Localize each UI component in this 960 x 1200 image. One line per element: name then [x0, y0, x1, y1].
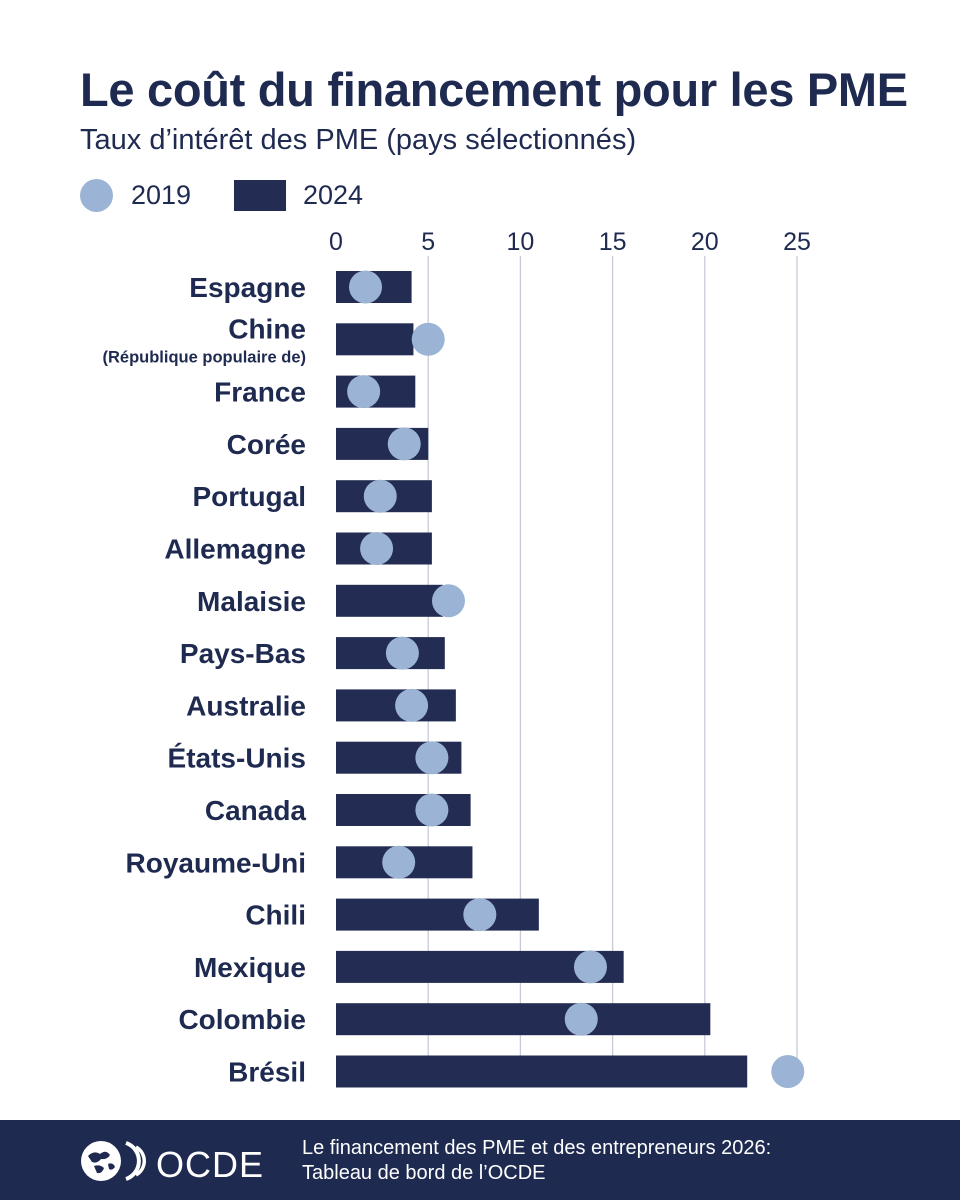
source-note: Le financement des PME et des entreprene… — [302, 1136, 771, 1186]
bar-2024 — [336, 1055, 748, 1088]
dots-2019 — [347, 270, 805, 1088]
dot-2019 — [385, 636, 419, 670]
dot-2019 — [431, 584, 465, 618]
dot-2019 — [347, 375, 381, 409]
bar-2024 — [336, 1003, 711, 1036]
category-label: Brésil — [228, 1057, 306, 1088]
legend-2024-label: 2024 — [303, 180, 364, 210]
category-sublabel: (République populaire de) — [102, 348, 306, 366]
dot-2019 — [573, 950, 607, 984]
x-axis-ticks: 0 5 10 15 20 25 — [329, 228, 811, 256]
source-line-2: Tableau de bord de l’OCDE — [302, 1162, 546, 1184]
dot-2019 — [360, 532, 394, 565]
category-label: France — [214, 377, 306, 408]
x-tick-label: 20 — [691, 228, 719, 256]
dot-2019 — [395, 688, 429, 722]
category-labels: Espagne Chine (République populaire de) Fra… — [102, 272, 306, 1088]
bar-2024 — [336, 898, 539, 931]
x-tick-label: 0 — [329, 228, 343, 256]
category-label: Australie — [186, 690, 306, 721]
chart-subtitle: Taux d’intérêt des PME (pays sélectionné… — [80, 124, 637, 156]
category-label: États-Unis — [168, 743, 306, 774]
dot-2019 — [382, 845, 416, 879]
category-label: Portugal — [192, 481, 306, 512]
dot-2019 — [411, 322, 445, 356]
legend-2024-swatch — [234, 180, 286, 211]
category-label: Mexique — [194, 952, 306, 983]
source-line-1: Le financement des PME et des entreprene… — [302, 1137, 772, 1159]
category-label: Pays-Bas — [180, 638, 306, 669]
oecd-logo[interactable]: OCDE — [80, 1140, 263, 1185]
dot-2019 — [564, 1002, 598, 1036]
dot-2019 — [387, 427, 421, 461]
x-tick-label: 10 — [506, 228, 534, 256]
dot-2019 — [363, 479, 397, 513]
gridlines — [427, 256, 798, 1085]
chart-title: Le coût du financement pour les PME — [80, 63, 908, 116]
category-label: Royaume-Uni — [126, 847, 306, 878]
globe-icon — [81, 1141, 146, 1181]
legend-2019-label: 2019 — [131, 180, 192, 210]
dot-2019 — [415, 793, 449, 827]
dot-2019 — [463, 898, 497, 932]
logo-text: OCDE — [156, 1144, 265, 1185]
bars-2024 — [336, 271, 748, 1088]
category-label: Espagne — [189, 272, 306, 303]
bar-2024 — [336, 323, 414, 356]
bar-2024 — [336, 794, 471, 826]
legend-2019-marker — [80, 179, 113, 212]
x-tick-label: 15 — [599, 228, 627, 256]
dot-2019 — [349, 270, 383, 304]
dot-2019 — [415, 741, 449, 775]
x-tick-label: 25 — [783, 228, 811, 256]
footer: OCDE Le financement des PME et des entre… — [0, 1120, 960, 1200]
bar-chart: 0 5 10 15 20 25 Espagne Chine (République popul… — [102, 228, 811, 1088]
dot-2019 — [771, 1055, 805, 1088]
category-label: Chili — [245, 900, 306, 931]
x-tick-label: 5 — [421, 228, 435, 256]
category-label: Colombie — [178, 1004, 306, 1035]
category-label: Allemagne — [164, 534, 306, 565]
category-label: Malaisie — [197, 586, 306, 617]
category-label: Corée — [227, 429, 306, 460]
bar-2024 — [336, 584, 443, 617]
category-label: Canada — [205, 795, 307, 826]
category-label: Chine — [228, 313, 306, 344]
